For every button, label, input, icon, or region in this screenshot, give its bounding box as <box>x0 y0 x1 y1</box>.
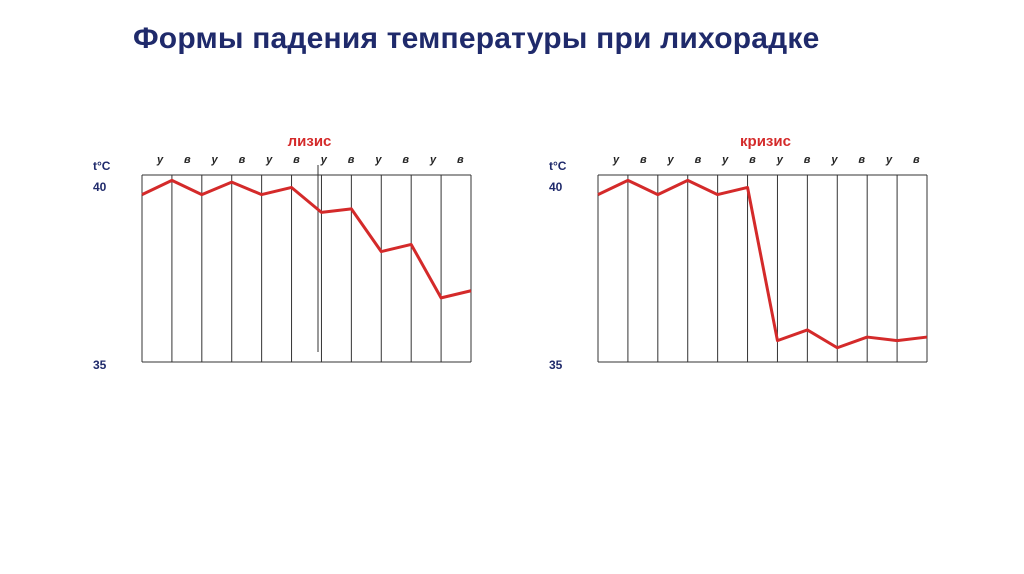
data-line <box>141 178 472 300</box>
x-tick-label: в <box>293 154 300 166</box>
x-tick-label: у <box>612 154 620 166</box>
x-tick-label: в <box>913 154 920 166</box>
slide-title: Формы падения температуры при лихорадке <box>133 22 820 55</box>
y-axis-label: t°C <box>549 159 567 173</box>
x-tick-label: в <box>402 154 409 166</box>
x-tick-label: у <box>156 154 164 166</box>
x-tick-label: в <box>640 154 647 166</box>
x-tick-label: в <box>695 154 702 166</box>
y-tick-label: 35 <box>93 358 107 372</box>
chart-title: лизис <box>288 133 332 150</box>
x-tick-label: в <box>804 154 811 166</box>
x-tick-label: в <box>749 154 756 166</box>
x-tick-label: у <box>830 154 838 166</box>
chart-title: кризис <box>740 133 791 150</box>
y-tick-label: 40 <box>549 180 563 194</box>
y-tick-label: 35 <box>549 358 563 372</box>
x-tick-label: в <box>184 154 191 166</box>
x-tick-label: у <box>211 154 219 166</box>
x-tick-label: в <box>348 154 355 166</box>
x-tick-label: в <box>457 154 464 166</box>
y-axis-label: t°C <box>93 159 111 173</box>
x-tick-label: у <box>320 154 328 166</box>
x-tick-label: у <box>667 154 675 166</box>
x-tick-label: у <box>374 154 382 166</box>
x-tick-label: у <box>429 154 437 166</box>
x-tick-label: у <box>885 154 893 166</box>
x-tick-label: у <box>776 154 784 166</box>
y-tick-label: 40 <box>93 180 107 194</box>
x-tick-label: у <box>721 154 729 166</box>
x-tick-label: в <box>239 154 246 166</box>
x-tick-label: в <box>858 154 865 166</box>
x-tick-label: у <box>265 154 273 166</box>
data-line <box>597 178 928 350</box>
title-box: Формы падения температуры при лихорадке <box>0 22 955 72</box>
